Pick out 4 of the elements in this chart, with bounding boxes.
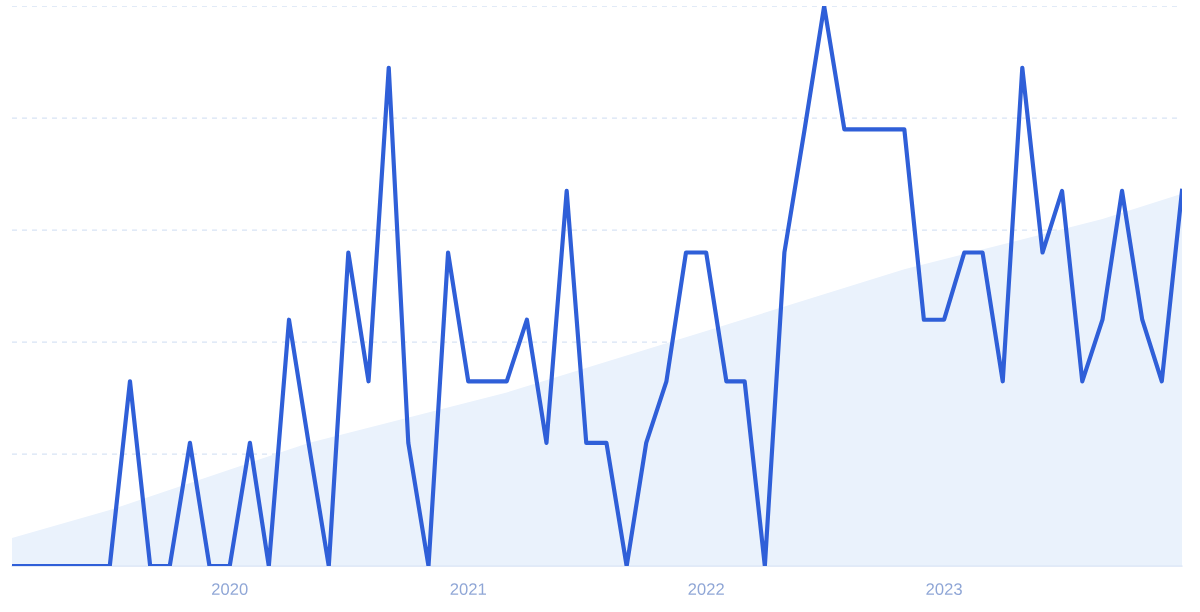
x-tick-label: 2020	[212, 583, 248, 596]
x-tick-label: 2023	[926, 583, 962, 596]
x-tick-label: 2021	[450, 583, 486, 596]
x-tick-label: 2022	[688, 583, 724, 596]
